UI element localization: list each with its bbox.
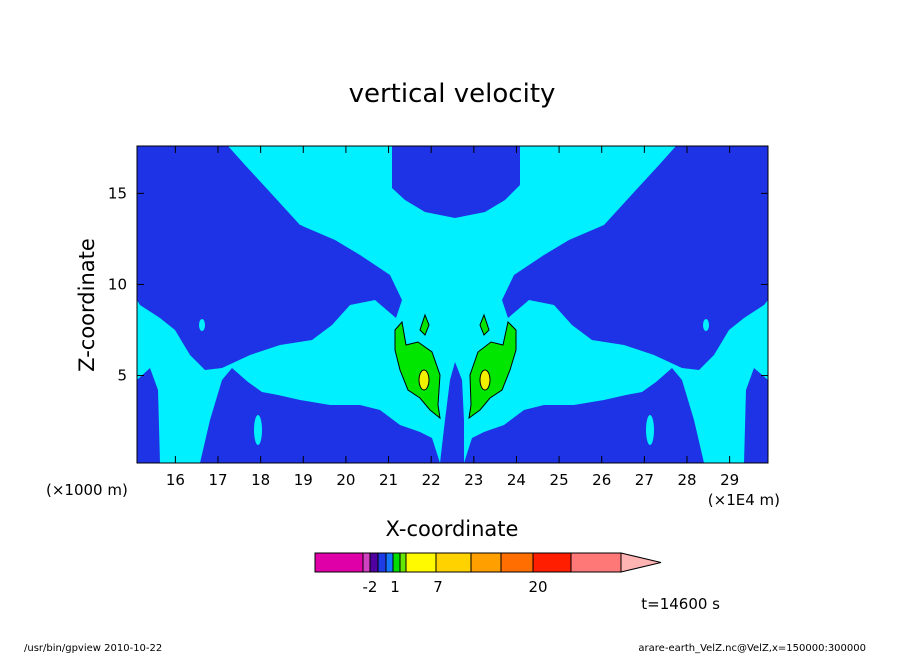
y-axis-ticks: 5 10 15 bbox=[108, 184, 768, 385]
colorbar-swatch bbox=[500, 552, 534, 573]
cell-6 bbox=[604, 225, 612, 235]
colorbar-swatch bbox=[385, 552, 394, 573]
cell-4 bbox=[582, 359, 588, 371]
cell-3 bbox=[320, 359, 326, 371]
plot-area bbox=[137, 146, 768, 463]
downdraft-left-low bbox=[137, 368, 160, 463]
x-tick-label: 17 bbox=[208, 471, 227, 489]
colorbar-swatch bbox=[377, 552, 387, 573]
cell-7 bbox=[254, 415, 262, 445]
colorbar-tick-labels: -2 1 7 20 bbox=[363, 578, 548, 596]
colorbar-arrow bbox=[620, 552, 662, 573]
x-tick-label: 27 bbox=[635, 471, 654, 489]
time-label: t=14600 s bbox=[641, 595, 720, 613]
colorbar-label: -2 bbox=[363, 578, 378, 596]
colorbar-swatch bbox=[470, 552, 502, 573]
colorbar-swatch bbox=[392, 552, 401, 573]
downdraft-right-low bbox=[744, 368, 768, 463]
downdraft-right-base bbox=[464, 368, 704, 463]
cell-2 bbox=[703, 319, 709, 331]
x-tick-label: 23 bbox=[464, 471, 483, 489]
x-tick-label: 19 bbox=[294, 471, 313, 489]
downdraft-right bbox=[502, 146, 768, 370]
colorbar-swatch bbox=[570, 552, 622, 573]
colorbar-swatch bbox=[435, 552, 472, 573]
x-tick-label: 16 bbox=[166, 471, 185, 489]
updraft-peak-right bbox=[479, 369, 491, 391]
updraft-small-left bbox=[419, 313, 430, 336]
colorbar-label: 7 bbox=[433, 578, 443, 596]
colorbar-swatch bbox=[369, 552, 379, 573]
footer-left: /usr/bin/gpview 2010-10-22 bbox=[24, 643, 162, 654]
x-tick-label: 25 bbox=[550, 471, 569, 489]
cell-1 bbox=[199, 319, 205, 331]
x-tick-label: 26 bbox=[592, 471, 611, 489]
cell-8 bbox=[646, 415, 654, 445]
y-tick-label: 5 bbox=[117, 367, 127, 385]
x-axis-label: X-coordinate bbox=[386, 517, 519, 541]
colorbar-swatch bbox=[314, 552, 364, 573]
colorbar-label: 20 bbox=[528, 578, 547, 596]
updraft-right bbox=[468, 320, 517, 420]
x-tick-label: 20 bbox=[336, 471, 355, 489]
colorbar-label: 1 bbox=[390, 578, 400, 596]
x-unit: (×1E4 m) bbox=[708, 491, 780, 509]
x-scale-note: (×1000 m) bbox=[46, 481, 128, 499]
y-tick-label: 10 bbox=[108, 275, 127, 293]
x-tick-label: 29 bbox=[720, 471, 739, 489]
x-axis-ticks: 16 17 18 19 20 21 22 23 24 25 26 27 28 29 bbox=[166, 146, 739, 489]
footer-right: arare-earth_VelZ.nc@VelZ,x=150000:300000 bbox=[638, 643, 866, 654]
colorbar bbox=[314, 552, 662, 573]
colorbar-swatch bbox=[532, 552, 572, 573]
colorbar-swatch bbox=[399, 552, 407, 573]
chart-title: vertical velocity bbox=[349, 79, 556, 109]
x-tick-label: 28 bbox=[677, 471, 696, 489]
x-tick-label: 21 bbox=[379, 471, 398, 489]
downdraft-top-center bbox=[392, 146, 520, 218]
updraft-small-right bbox=[479, 313, 490, 336]
cell-5 bbox=[296, 225, 304, 235]
colorbar-swatch bbox=[362, 552, 371, 573]
x-tick-label: 22 bbox=[422, 471, 441, 489]
colorbar-swatch bbox=[405, 552, 437, 573]
x-tick-label: 18 bbox=[251, 471, 270, 489]
downdraft-center-low bbox=[440, 362, 464, 463]
y-axis-label: Z-coordinate bbox=[75, 238, 99, 372]
updraft-peak-left bbox=[418, 369, 430, 391]
x-tick-label: 24 bbox=[507, 471, 526, 489]
downdraft-left bbox=[137, 146, 402, 370]
updraft-left bbox=[394, 320, 441, 420]
y-tick-label: 15 bbox=[108, 184, 127, 202]
plot-frame bbox=[136, 145, 769, 464]
